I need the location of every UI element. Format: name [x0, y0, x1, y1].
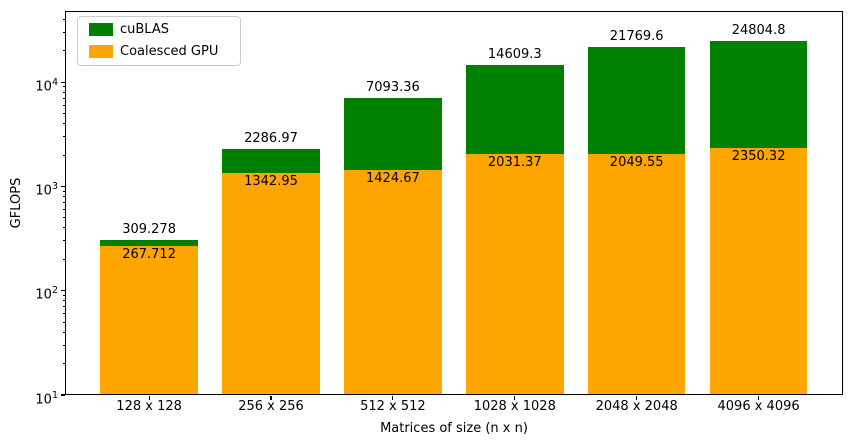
y-minor-tick [62, 196, 65, 197]
y-minor-tick [62, 190, 65, 192]
y-minor-tick [62, 97, 65, 99]
y-minor-tick [62, 123, 65, 125]
y-minor-tick [62, 209, 65, 211]
x-tick-label-4: 2048 x 2048 [595, 399, 678, 414]
bar-value-label-cublas-3: 14609.3 [487, 46, 542, 62]
y-minor-tick [62, 202, 65, 204]
y-minor-tick [62, 294, 65, 296]
y-minor-tick [62, 50, 65, 52]
y-minor-tick [62, 112, 65, 114]
y-minor-tick [62, 258, 65, 260]
legend: cuBLAS Coalesced GPU [77, 16, 241, 66]
y-minor-tick [62, 313, 65, 315]
bar-value-label-coalesced-3: 2031.37 [487, 155, 542, 171]
y-tick-label-10e3: 103 [35, 180, 58, 199]
bar-value-label-cublas-4: 21769.6 [609, 28, 664, 44]
x-tick-label-5: 4096 x 4096 [717, 399, 800, 414]
x-tick-label-3: 1028 x 1028 [473, 399, 556, 414]
bar-value-label-coalesced-1: 1342.95 [244, 174, 298, 190]
x-tick-4 [636, 396, 638, 400]
y-minor-tick [62, 344, 65, 346]
x-tick-3 [514, 396, 516, 400]
y-tick-label-10e2: 102 [35, 285, 58, 303]
y-minor-tick [62, 240, 65, 242]
y-minor-tick [62, 217, 65, 219]
x-tick-label-0: 128 x 128 [116, 399, 182, 414]
y-minor-tick [62, 136, 65, 138]
bar-segment-coalesced-2 [344, 170, 442, 395]
y-minor-tick [62, 227, 65, 229]
y-tick-label-10e1: 101 [35, 389, 58, 407]
y-tick-10e2 [61, 290, 65, 292]
y-tick-10e3 [61, 185, 65, 187]
bar-value-label-cublas-5: 24804.8 [731, 22, 786, 38]
bar-value-label-cublas-0: 309.278 [122, 221, 176, 237]
legend-entry-cublas: cuBLAS [89, 22, 228, 37]
y-minor-tick [62, 31, 65, 33]
x-axis-label: Matrices of size (n x n) [380, 421, 528, 436]
y-minor-tick [62, 331, 65, 333]
bar-value-label-coalesced-2: 1424.67 [366, 171, 420, 187]
legend-swatch-coalesced-gpu [89, 45, 113, 58]
bar-segment-coalesced-5 [709, 147, 808, 395]
y-minor-tick [62, 18, 65, 20]
bar-value-label-coalesced-4: 2049.55 [609, 154, 664, 170]
y-tick-label-10e4: 104 [35, 76, 58, 94]
y-tick-10e4 [61, 81, 65, 83]
plot-area: cuBLAS Coalesced GPU 309.278 267.712 2286.… [65, 11, 843, 395]
y-minor-tick [62, 306, 65, 308]
legend-label-coalesced-gpu: Coalesced GPU [120, 44, 219, 59]
y-axis-label: GFLOPS [9, 177, 24, 229]
x-tick-5 [758, 396, 760, 400]
y-tick-10e1 [61, 394, 65, 396]
x-tick-1 [270, 396, 272, 400]
y-minor-tick [62, 300, 65, 302]
y-minor-tick [62, 363, 65, 365]
bar-value-label-cublas-2: 7093.36 [366, 79, 420, 95]
bar-value-label-coalesced-0: 267.712 [122, 247, 176, 263]
bar-segment-coalesced-4 [587, 153, 686, 395]
legend-swatch-cublas [89, 23, 113, 36]
y-minor-tick [62, 104, 65, 106]
y-minor-tick [62, 91, 65, 93]
legend-entry-coalesced-gpu: Coalesced GPU [89, 44, 228, 59]
y-minor-tick [62, 154, 65, 156]
bar-segment-coalesced-0 [100, 246, 198, 395]
x-tick-label-2: 512 x 512 [360, 399, 426, 414]
x-tick-2 [392, 396, 394, 400]
y-minor-tick [62, 321, 65, 323]
y-minor-tick [62, 86, 65, 88]
bar-segment-coalesced-3 [466, 154, 564, 395]
bar-value-label-cublas-1: 2286.97 [244, 130, 298, 146]
x-tick-label-1: 256 x 256 [238, 399, 304, 414]
bar-segment-coalesced-1 [222, 173, 320, 395]
bar-value-label-coalesced-5: 2350.32 [731, 148, 786, 164]
x-tick-0 [148, 396, 150, 400]
legend-label-cublas: cuBLAS [120, 22, 169, 37]
